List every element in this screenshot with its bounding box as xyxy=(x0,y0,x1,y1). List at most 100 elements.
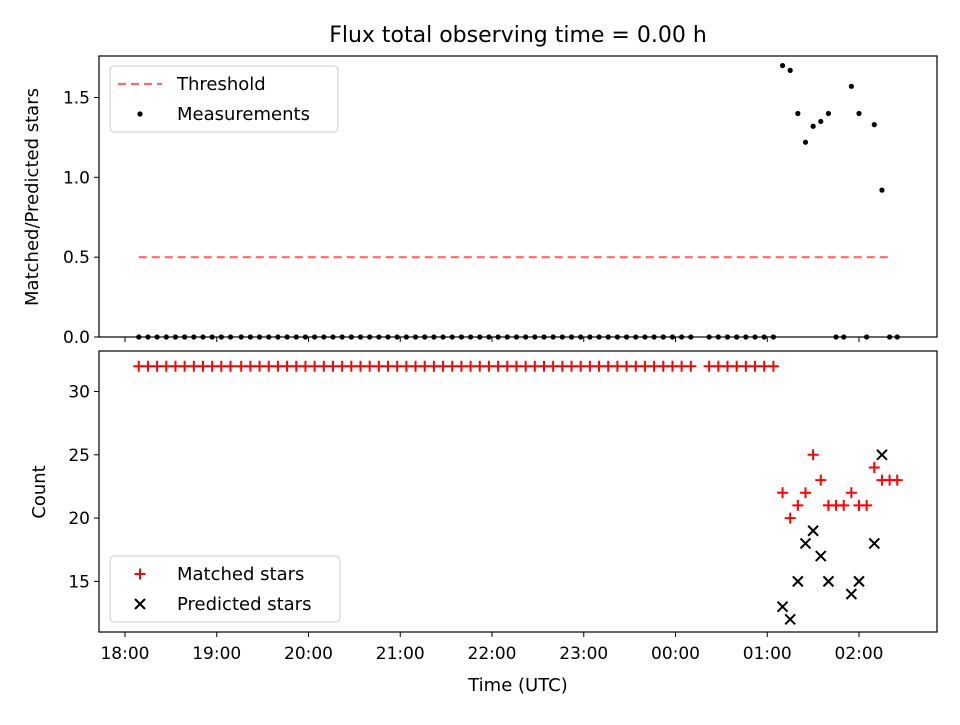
measurements-point xyxy=(779,62,786,69)
matched-stars-point xyxy=(556,360,568,372)
matched-stars-point xyxy=(611,360,623,372)
measurements-point xyxy=(818,118,824,125)
matched-stars-point xyxy=(566,360,578,372)
matched-stars-point xyxy=(272,360,284,372)
matched-stars-point xyxy=(179,360,191,372)
x-tick-label: 18:00 xyxy=(100,644,149,664)
matched-stars-point xyxy=(373,360,385,372)
x-tick-label: 20:00 xyxy=(284,644,333,664)
predicted-stars-point xyxy=(853,575,865,588)
matched-stars-point xyxy=(712,360,724,372)
measurements-point xyxy=(795,110,801,117)
matched-stars-point xyxy=(428,360,440,372)
matched-stars-point xyxy=(474,360,486,372)
x-tick-label: 02:00 xyxy=(835,644,884,664)
matched-stars-point xyxy=(419,360,431,372)
matched-stars-point xyxy=(807,449,819,461)
matched-stars-point xyxy=(520,360,532,372)
x-tick-label: 19:00 xyxy=(192,644,241,664)
matched-stars-point xyxy=(169,360,181,372)
y-tick-label: 1.5 xyxy=(63,89,90,109)
matched-stars-point xyxy=(188,360,200,372)
matched-stars-point xyxy=(455,360,467,372)
matched-stars-point xyxy=(868,461,880,473)
count-axes: 15 20 25 30 18:00 19:00 20:00 21:00 22:00 23:00 00… xyxy=(68,383,883,664)
matched-stars-point xyxy=(861,499,873,511)
matched-stars-point xyxy=(244,360,256,372)
predicted-stars-point xyxy=(845,588,858,600)
predicted-stars-legend-swatch xyxy=(134,598,146,610)
matched-stars-legend-swatch xyxy=(134,568,146,580)
legend-box xyxy=(109,65,339,133)
measurements-legend-swatch xyxy=(137,111,143,117)
measurements-point xyxy=(802,139,809,145)
matched-stars-point xyxy=(784,512,796,524)
matched-stars-point xyxy=(235,360,247,372)
matched-stars-point xyxy=(792,499,804,511)
matched-stars-point xyxy=(749,360,761,372)
y-tick-label: 20 xyxy=(68,509,90,529)
matched-stars-point xyxy=(593,360,605,372)
matched-stars-point xyxy=(584,360,596,372)
matched-stars-point xyxy=(767,360,779,372)
matched-stars-point xyxy=(740,360,752,372)
matched-stars-point xyxy=(400,360,412,372)
matched-stars-point xyxy=(382,360,394,372)
y-tick-label: 30 xyxy=(68,383,90,403)
matched-stars-point xyxy=(657,360,669,372)
matched-stars-point xyxy=(290,360,302,372)
count-legend: Matched stars Predicted stars xyxy=(109,555,341,623)
legend-box xyxy=(109,555,341,623)
matched-stars-point xyxy=(501,360,513,372)
matched-stars-point xyxy=(547,360,559,372)
matched-stars-point xyxy=(318,360,330,372)
matched-stars-point xyxy=(263,360,275,372)
predicted-stars-point xyxy=(822,575,835,588)
predicted-stars-point xyxy=(776,600,789,613)
matched-stars-point xyxy=(142,360,154,372)
matched-stars-point xyxy=(845,487,857,499)
time-x-axis-label: Time (UTC) xyxy=(467,675,568,696)
predicted-stars-point xyxy=(807,525,819,537)
matched-stars-point xyxy=(364,360,376,372)
count-panel: 15 20 25 30 18:00 19:00 20:00 21:00 22:00 23:00 00… xyxy=(29,350,938,696)
matched-stars-point xyxy=(151,360,163,372)
y-tick-label: 25 xyxy=(68,446,90,466)
ratio-marks xyxy=(136,62,900,340)
matched-stars-point xyxy=(446,360,458,372)
matched-stars-point xyxy=(327,360,339,372)
count-panel-frame xyxy=(98,350,938,633)
figure-title: Flux total observing time = 0.00 h xyxy=(329,23,707,48)
x-tick-label: 00:00 xyxy=(651,644,700,664)
matched-stars-point xyxy=(309,360,321,372)
x-tick-label: 22:00 xyxy=(468,644,517,664)
ratio-panel-frame xyxy=(98,55,938,338)
predicted-stars-legend-label: Predicted stars xyxy=(177,594,311,615)
matched-stars-point xyxy=(538,360,550,372)
matched-stars-point xyxy=(676,360,688,372)
matched-stars-point xyxy=(197,360,209,372)
matched-stars-point xyxy=(648,360,660,372)
predicted-stars-point xyxy=(784,613,796,626)
threshold-legend-label: Threshold xyxy=(176,74,266,95)
matched-stars-point xyxy=(336,360,348,372)
predicted-stars-point xyxy=(876,449,888,461)
matched-stars-point xyxy=(281,360,293,372)
predicted-stars-point xyxy=(799,537,812,550)
matched-stars-point xyxy=(299,360,311,372)
matched-stars-point xyxy=(731,360,743,372)
matched-stars-legend-label: Matched stars xyxy=(177,564,304,585)
matched-stars-point xyxy=(206,360,218,372)
ratio-axes: 0.0 0.5 1.0 1.5 xyxy=(63,89,860,348)
matched-stars-point xyxy=(215,360,227,372)
y-tick-label: 0.0 xyxy=(63,328,90,348)
matched-stars-point xyxy=(621,360,633,372)
matched-stars-point xyxy=(354,360,366,372)
matched-stars-point xyxy=(510,360,522,372)
matched-stars-point xyxy=(639,360,651,372)
x-tick-label: 23:00 xyxy=(559,644,608,664)
measurements-point xyxy=(825,110,832,117)
count-y-axis-label: Count xyxy=(29,465,50,518)
